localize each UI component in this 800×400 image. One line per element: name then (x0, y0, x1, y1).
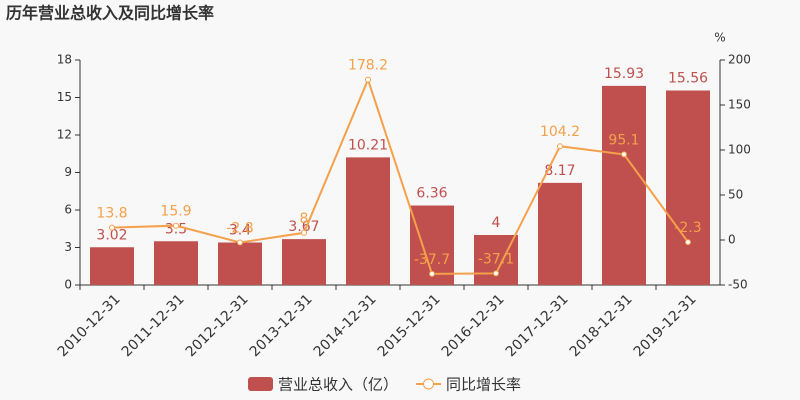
line-value-label: 178.2 (348, 58, 388, 74)
line-point (109, 224, 115, 231)
line-point (301, 229, 307, 236)
y2-tick-label: 0 (728, 233, 736, 247)
legend-item: 同比增长率 (416, 376, 521, 394)
line-value-label: 13.8 (96, 206, 127, 222)
bar-value-label: 3.4 (229, 223, 251, 239)
bar-value-label: 3.67 (288, 219, 319, 235)
y2-tick-label: 150 (728, 98, 751, 112)
bar (538, 182, 582, 285)
y-tick-label: 6 (64, 203, 72, 217)
bar-value-label: 8.17 (544, 163, 575, 179)
bar (602, 85, 646, 285)
y2-tick-label: -50 (728, 278, 748, 292)
line-value-label: -2.8 (226, 221, 253, 237)
bar-value-label: 15.56 (668, 71, 708, 87)
bar-value-label: 15.93 (604, 66, 644, 82)
bar-value-label: 3.02 (96, 227, 127, 243)
y2-tick-label: 50 (728, 188, 743, 202)
line-value-label: 15.9 (160, 204, 191, 220)
line-point (621, 151, 627, 158)
bar-value-label: 6.36 (416, 186, 447, 202)
bar (282, 239, 326, 285)
y-tick-label: 9 (64, 165, 72, 179)
legend-label: 同比增长率 (446, 376, 521, 394)
y-tick-label: 12 (57, 128, 72, 142)
line-point (557, 143, 563, 150)
y-tick-label: 3 (64, 240, 72, 254)
bar (90, 247, 134, 285)
line-value-label: -37.7 (414, 252, 450, 268)
bar (218, 242, 262, 285)
line-point (685, 239, 691, 246)
legend-label: 营业总收入（亿） (278, 376, 398, 394)
line-point (237, 239, 243, 246)
bar (346, 157, 390, 285)
bar-value-label: 10.21 (348, 137, 388, 153)
y2-axis-label: % (714, 31, 725, 45)
bar (666, 90, 710, 285)
bar (154, 241, 198, 285)
y2-tick-label: 200 (728, 53, 751, 67)
line-value-label: 95.1 (608, 132, 639, 148)
legend-item: 营业总收入（亿） (248, 376, 398, 394)
y2-tick-label: 100 (728, 143, 751, 157)
line-value-label: -2.3 (674, 220, 701, 236)
line-point (429, 270, 435, 277)
line-point (173, 222, 179, 229)
line-point (493, 270, 499, 277)
line-value-label: 104.2 (540, 124, 580, 140)
line (111, 76, 689, 275)
line-value-label: 8 (300, 211, 309, 227)
y-tick-label: 18 (57, 53, 72, 67)
bar-value-label: 4 (492, 215, 501, 231)
chart-title: 历年营业总收入及同比增长率 (6, 4, 214, 23)
line-point (365, 76, 371, 83)
legend-swatch (423, 378, 435, 390)
line-value-label: -37.1 (478, 251, 514, 267)
legend-swatch (248, 377, 273, 391)
y-tick-label: 0 (64, 278, 72, 292)
y-tick-label: 15 (57, 90, 72, 104)
